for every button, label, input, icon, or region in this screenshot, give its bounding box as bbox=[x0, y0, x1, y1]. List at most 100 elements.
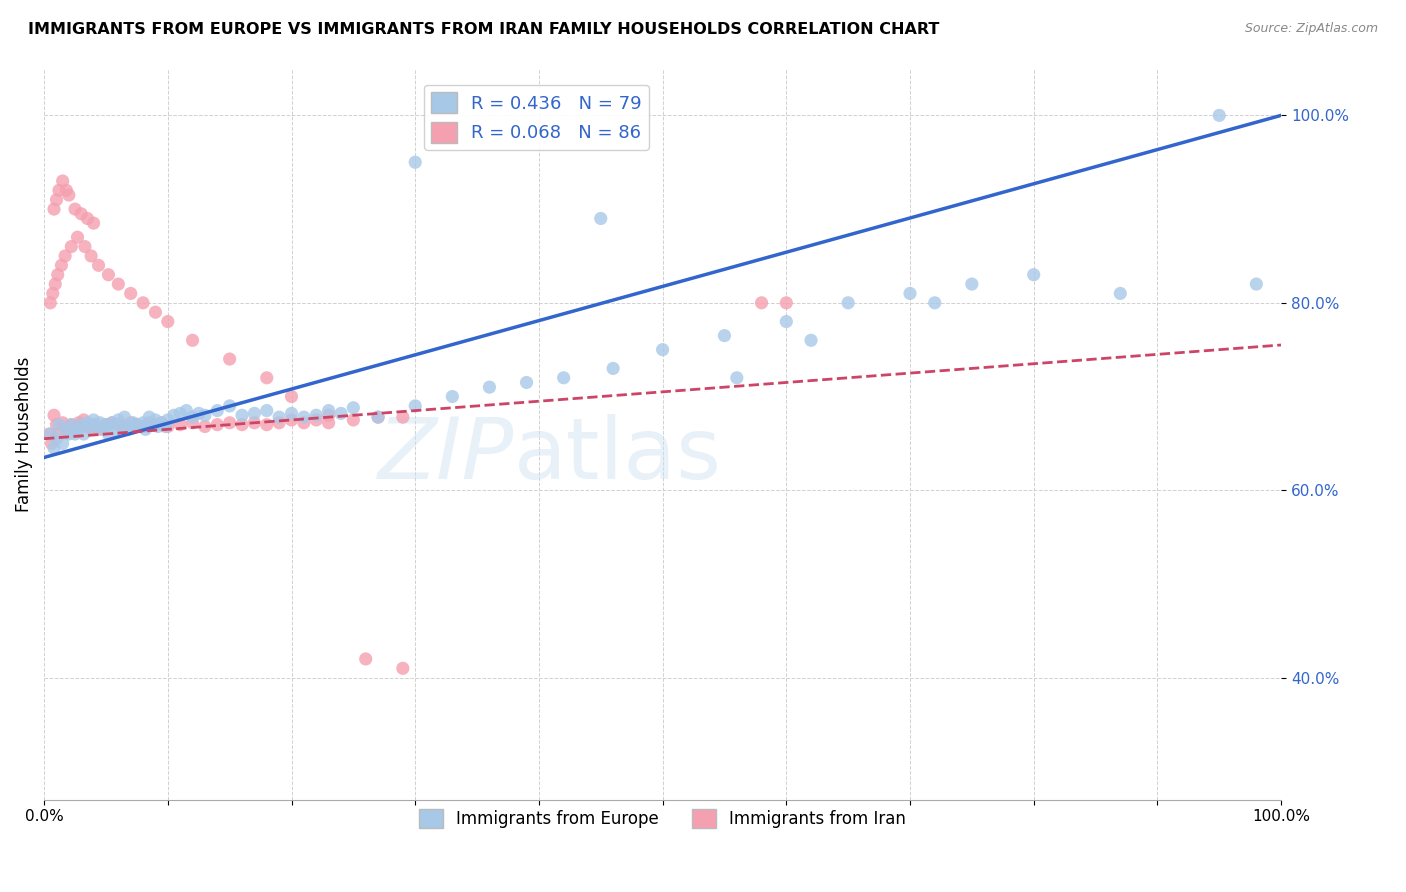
Point bbox=[292, 410, 315, 425]
Point bbox=[305, 409, 328, 423]
Point bbox=[181, 410, 204, 425]
Point bbox=[73, 239, 96, 253]
Point bbox=[42, 286, 65, 301]
Point bbox=[66, 230, 89, 244]
Point bbox=[207, 417, 229, 432]
Point bbox=[243, 406, 266, 420]
Point bbox=[67, 416, 90, 430]
Point bbox=[924, 295, 946, 310]
Point bbox=[269, 410, 291, 425]
Point bbox=[176, 403, 198, 417]
Point bbox=[269, 416, 291, 430]
Point bbox=[150, 416, 173, 430]
Point bbox=[318, 409, 340, 423]
Point bbox=[305, 413, 328, 427]
Point bbox=[70, 419, 93, 434]
Point bbox=[58, 427, 80, 442]
Point bbox=[97, 268, 120, 282]
Point bbox=[231, 417, 253, 432]
Point bbox=[150, 416, 173, 430]
Point bbox=[52, 416, 75, 430]
Point bbox=[55, 422, 77, 436]
Point bbox=[93, 422, 115, 436]
Point bbox=[751, 295, 773, 310]
Point bbox=[132, 295, 155, 310]
Point bbox=[94, 417, 117, 432]
Point bbox=[52, 436, 75, 450]
Point bbox=[39, 427, 62, 442]
Point bbox=[83, 413, 105, 427]
Point bbox=[70, 417, 93, 432]
Point bbox=[42, 202, 65, 216]
Point bbox=[155, 419, 177, 434]
Point bbox=[231, 409, 253, 423]
Point bbox=[97, 427, 120, 442]
Point bbox=[441, 390, 464, 404]
Point bbox=[76, 211, 98, 226]
Point bbox=[218, 352, 240, 367]
Point bbox=[898, 286, 921, 301]
Point bbox=[93, 419, 115, 434]
Point bbox=[63, 422, 86, 436]
Point bbox=[187, 406, 209, 420]
Point bbox=[42, 441, 65, 455]
Point bbox=[280, 390, 302, 404]
Point bbox=[156, 419, 179, 434]
Point bbox=[55, 422, 77, 436]
Point bbox=[114, 419, 136, 434]
Point bbox=[169, 417, 191, 432]
Point bbox=[163, 409, 186, 423]
Point bbox=[89, 416, 111, 430]
Point bbox=[44, 277, 66, 291]
Point bbox=[194, 419, 217, 434]
Point bbox=[53, 249, 76, 263]
Point bbox=[45, 193, 67, 207]
Point bbox=[94, 417, 117, 432]
Point bbox=[181, 416, 204, 430]
Point bbox=[80, 419, 103, 434]
Point bbox=[156, 314, 179, 328]
Point bbox=[60, 417, 83, 432]
Point bbox=[45, 432, 67, 446]
Point bbox=[125, 417, 148, 432]
Point bbox=[138, 410, 160, 425]
Point bbox=[292, 416, 315, 430]
Point bbox=[392, 661, 415, 675]
Point bbox=[280, 413, 302, 427]
Point bbox=[800, 334, 823, 348]
Point bbox=[122, 416, 145, 430]
Point bbox=[135, 422, 157, 436]
Point bbox=[41, 436, 63, 450]
Point bbox=[60, 417, 83, 432]
Point bbox=[38, 427, 60, 442]
Point bbox=[104, 422, 127, 436]
Point bbox=[132, 419, 155, 434]
Point bbox=[1022, 268, 1045, 282]
Point bbox=[120, 416, 142, 430]
Point bbox=[1109, 286, 1132, 301]
Point bbox=[837, 295, 859, 310]
Point bbox=[83, 216, 105, 230]
Point bbox=[218, 416, 240, 430]
Text: Source: ZipAtlas.com: Source: ZipAtlas.com bbox=[1244, 22, 1378, 36]
Point bbox=[354, 652, 377, 666]
Point bbox=[114, 410, 136, 425]
Point bbox=[89, 422, 111, 436]
Point bbox=[107, 417, 129, 432]
Point bbox=[145, 413, 167, 427]
Point bbox=[243, 416, 266, 430]
Point bbox=[60, 239, 83, 253]
Point bbox=[107, 277, 129, 291]
Point bbox=[330, 406, 353, 420]
Point bbox=[46, 268, 69, 282]
Point bbox=[218, 399, 240, 413]
Point bbox=[87, 258, 110, 272]
Point bbox=[145, 417, 167, 432]
Point bbox=[553, 371, 575, 385]
Point bbox=[404, 155, 426, 169]
Point bbox=[48, 183, 70, 197]
Point bbox=[83, 417, 105, 432]
Point bbox=[73, 413, 96, 427]
Y-axis label: Family Households: Family Households bbox=[15, 356, 32, 512]
Point bbox=[713, 328, 735, 343]
